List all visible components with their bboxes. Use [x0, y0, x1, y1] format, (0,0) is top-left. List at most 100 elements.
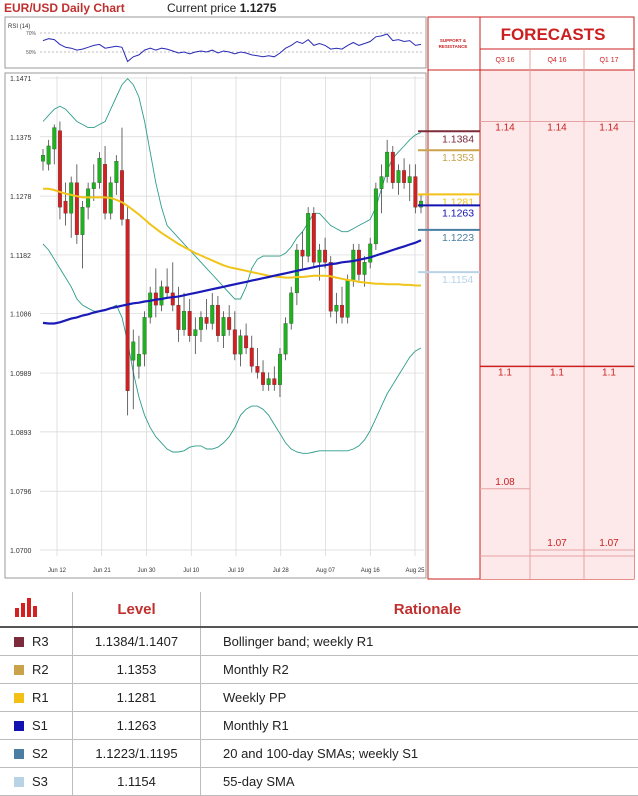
- bullish-candle: [98, 158, 102, 182]
- bearish-candle: [261, 372, 265, 384]
- bullish-candle: [346, 281, 350, 318]
- bullish-candle: [289, 293, 293, 324]
- level-value: 1.1154: [73, 768, 201, 796]
- level-value: 1.1223/1.1195: [73, 740, 201, 768]
- bearish-candle: [357, 250, 361, 274]
- bullish-candle: [210, 305, 214, 323]
- bearish-candle: [177, 305, 181, 329]
- bullish-candle: [131, 342, 135, 360]
- bearish-candle: [58, 131, 62, 208]
- y-tick-label: 1.1375: [10, 135, 32, 142]
- y-tick-label: 1.0989: [10, 371, 32, 378]
- bearish-candle: [233, 330, 237, 354]
- y-tick-label: 1.0893: [10, 430, 32, 437]
- bullish-candle: [41, 155, 45, 161]
- bullish-candle: [368, 244, 372, 262]
- x-tick-label: Jun 12: [48, 568, 67, 574]
- current-price-label: Current price: [167, 1, 237, 15]
- sr-label-line2: RESISTANCE: [439, 44, 468, 49]
- bearish-candle: [165, 287, 169, 293]
- level-label-r3: 1.1384: [442, 133, 474, 145]
- bullish-candle: [182, 311, 186, 329]
- forecast-value: 1.07: [547, 538, 567, 549]
- current-price-value: 1.1275: [240, 1, 277, 15]
- level-label-s3: 1.1154: [442, 274, 473, 286]
- quarter-q1-17: Q1 17: [599, 57, 618, 64]
- level-value: 1.1384/1.1407: [73, 627, 201, 656]
- level-code-text: R3: [32, 634, 49, 649]
- y-tick-label: 1.1182: [10, 253, 31, 260]
- level-code: S3: [0, 768, 73, 796]
- level-code-text: S2: [32, 746, 48, 761]
- bearish-candle: [103, 164, 107, 213]
- level-rationale: 20 and 100-day SMAs; weekly S1: [201, 740, 638, 768]
- y-tick-label: 1.1471: [10, 76, 32, 83]
- level-code: S2: [0, 740, 73, 768]
- rsi-label: RSI (14): [8, 24, 30, 30]
- bullish-candle: [284, 323, 288, 354]
- forecast-value: 1.14: [599, 122, 619, 133]
- y-tick-label: 1.1278: [10, 194, 32, 201]
- bullish-candle: [222, 317, 226, 335]
- bullish-candle: [115, 161, 119, 182]
- bullish-candle: [363, 262, 367, 274]
- level-swatch: [14, 721, 24, 731]
- bearish-candle: [323, 250, 327, 262]
- level-code-text: S1: [32, 718, 48, 733]
- bullish-candle: [148, 293, 152, 317]
- rsi-level-50: 50%: [26, 50, 37, 56]
- bearish-candle: [64, 201, 68, 213]
- bearish-candle: [188, 311, 192, 335]
- level-value: 1.1263: [73, 712, 201, 740]
- level-label-s1: 1.1263: [442, 207, 474, 219]
- bearish-candle: [227, 317, 231, 329]
- level-code: R3: [0, 627, 73, 656]
- current-price: Current price 1.1275: [167, 1, 277, 15]
- rsi-panel: [5, 17, 426, 68]
- bullish-candle: [306, 213, 310, 256]
- bearish-candle: [216, 305, 220, 336]
- bullish-candle: [199, 317, 203, 329]
- bullish-candle: [385, 152, 389, 176]
- level-rationale: Bollinger band; weekly R1: [201, 627, 638, 656]
- forecast-value: 1.1: [498, 367, 512, 378]
- level-rationale: Monthly R2: [201, 656, 638, 684]
- level-code: S1: [0, 712, 73, 740]
- level-swatch: [14, 777, 24, 787]
- rsi-level-70: 70%: [26, 31, 37, 37]
- bullish-candle: [81, 207, 85, 235]
- level-swatch: [14, 749, 24, 759]
- level-code: R2: [0, 656, 73, 684]
- level-code: R1: [0, 684, 73, 712]
- x-tick-label: Jul 28: [273, 568, 290, 574]
- bearish-candle: [171, 293, 175, 305]
- level-code-text: R2: [32, 662, 49, 677]
- forecast-range-fill: [481, 121, 529, 488]
- level-value: 1.1353: [73, 656, 201, 684]
- forecast-range-fill: [585, 121, 633, 550]
- bullish-candle: [318, 250, 322, 262]
- bearish-candle: [329, 262, 333, 311]
- level-label-r2: 1.1353: [442, 152, 474, 164]
- forecast-value: 1.08: [495, 477, 515, 488]
- x-tick-label: Aug 07: [316, 568, 336, 574]
- x-tick-label: Jun 30: [137, 568, 156, 574]
- level-code-text: S3: [32, 774, 48, 789]
- rationale-column-header: Rationale: [201, 592, 638, 627]
- x-tick-label: Jul 10: [183, 568, 200, 574]
- bullish-candle: [374, 189, 378, 244]
- x-tick-label: Aug 25: [405, 568, 425, 574]
- bullish-candle: [52, 128, 56, 149]
- bearish-candle: [301, 250, 305, 256]
- bullish-candle: [397, 170, 401, 182]
- levels-table-header: Level Rationale: [0, 592, 638, 627]
- level-swatch: [14, 637, 24, 647]
- forecast-values: 1.141.11.081.141.11.071.141.11.07: [480, 121, 634, 550]
- forecast-range-fill: [531, 121, 583, 550]
- level-rationale: Weekly PP: [201, 684, 638, 712]
